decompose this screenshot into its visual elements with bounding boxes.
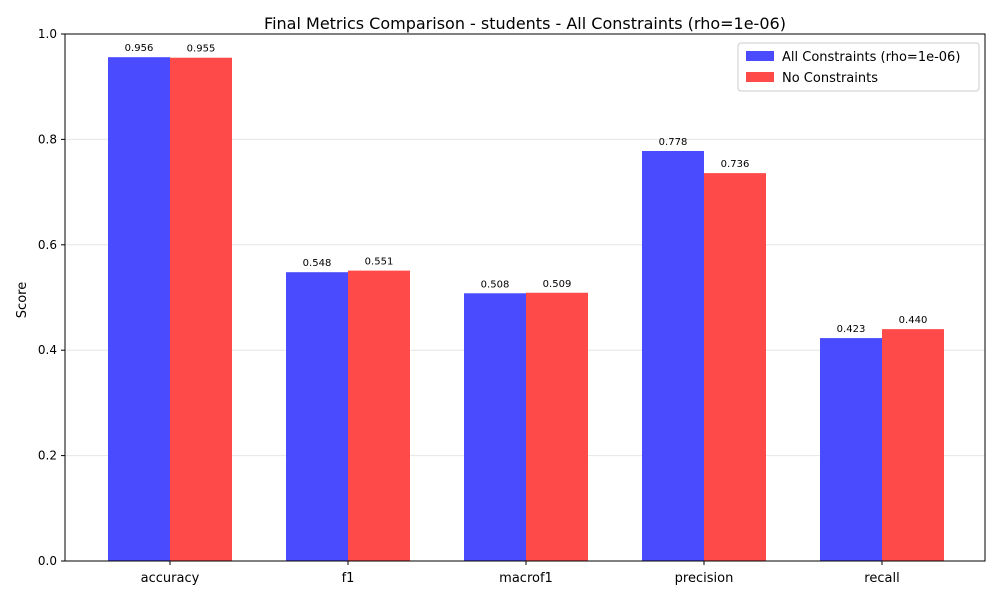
plot-frame <box>64 33 986 562</box>
y-tick-label: 0.6 <box>38 238 57 252</box>
x-tick-label: accuracy <box>141 571 200 586</box>
bar-value-label: 0.778 <box>659 137 688 148</box>
bar-value-label: 0.956 <box>125 43 154 54</box>
y-tick-label: 1.0 <box>38 27 57 41</box>
bar-value-label: 0.548 <box>303 258 332 269</box>
legend-swatch <box>746 51 774 61</box>
bar <box>170 57 232 562</box>
bar <box>348 270 410 561</box>
bar <box>820 338 882 561</box>
bar <box>882 329 944 561</box>
x-tick-label: macrof1 <box>499 571 553 586</box>
y-axis-label: Score <box>15 282 30 318</box>
bar <box>464 293 526 561</box>
bar <box>642 150 704 561</box>
y-tick-label: 0.0 <box>38 554 57 568</box>
legend-label: All Constraints (rho=1e-06) <box>782 50 960 65</box>
bar <box>286 272 348 561</box>
chart-title: Final Metrics Comparison - students - Al… <box>264 14 786 33</box>
axes: 0.0 0.2 0.4 0.6 0.8 1.0 accuracy f1 macrof1 preci… <box>38 27 986 586</box>
legend-swatch <box>746 72 774 82</box>
bar <box>108 57 170 562</box>
y-tick-label: 0.8 <box>38 132 57 146</box>
x-tick-label: precision <box>675 571 734 586</box>
bar-value-label: 0.955 <box>187 44 216 55</box>
bars <box>108 57 944 562</box>
bar <box>704 173 766 562</box>
data-labels: 0.956 0.955 0.548 0.551 0.508 0.509 0.778 0.736… <box>125 43 928 335</box>
bar-value-label: 0.508 <box>481 279 510 290</box>
legend: All Constraints (rho=1e-06) No Constraint… <box>737 42 980 92</box>
y-tick-label: 0.4 <box>38 343 57 357</box>
bar-value-label: 0.423 <box>837 324 866 335</box>
bar-value-label: 0.736 <box>721 159 750 170</box>
y-tick-label: 0.2 <box>38 449 57 463</box>
bar <box>526 292 588 561</box>
bar-value-label: 0.440 <box>899 315 928 326</box>
bar-value-label: 0.551 <box>365 257 394 268</box>
x-tick-label: recall <box>864 571 899 586</box>
legend-label: No Constraints <box>782 71 878 86</box>
x-tick-label: f1 <box>342 571 355 586</box>
legend-box <box>737 42 980 92</box>
bar-value-label: 0.509 <box>543 279 572 290</box>
